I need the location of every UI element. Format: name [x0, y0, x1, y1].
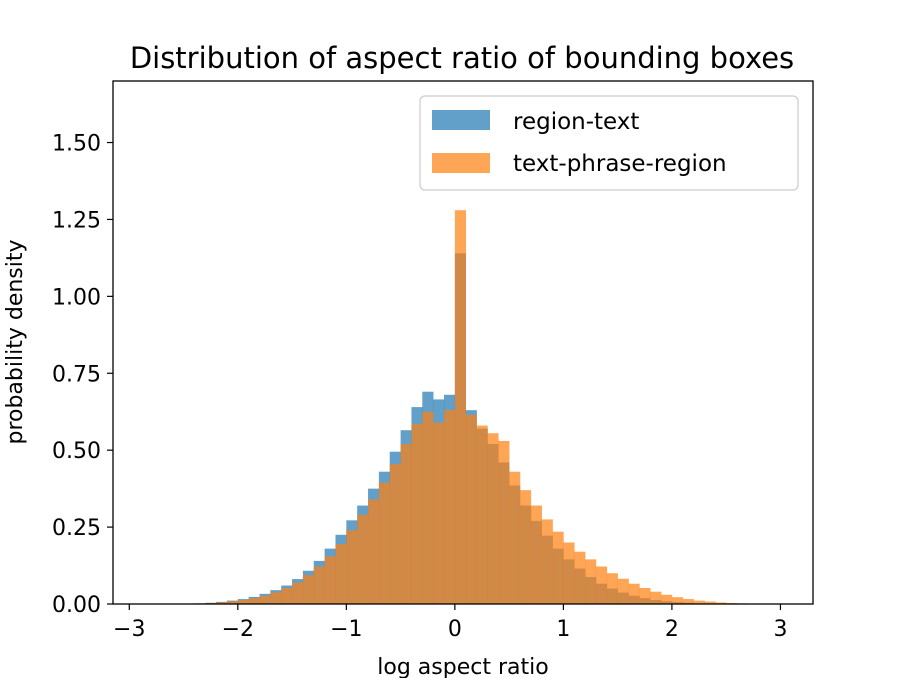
histogram-bar — [346, 530, 358, 604]
histogram-bar — [498, 440, 510, 604]
histogram-bar — [661, 594, 673, 604]
histogram-bar — [552, 531, 564, 604]
bars-layer — [183, 210, 770, 604]
x-axis-label: log aspect ratio — [377, 655, 548, 678]
histogram-bar — [715, 602, 727, 604]
histogram-bar — [335, 544, 347, 604]
histogram-bar — [530, 505, 542, 604]
legend: region-text text-phrase-region — [419, 95, 799, 191]
histogram-bar — [292, 582, 304, 604]
histogram-bar — [617, 578, 629, 604]
histogram-bar — [237, 600, 249, 604]
legend-swatch-text-phrase-region — [432, 153, 490, 173]
histogram-bar — [487, 433, 499, 604]
histogram-bar — [378, 482, 391, 604]
legend-label-text-phrase-region: text-phrase-region — [513, 151, 727, 177]
histogram-bar — [606, 573, 618, 604]
histogram-bar — [509, 471, 521, 604]
histogram-bar — [248, 598, 260, 604]
histogram-bar — [541, 519, 553, 604]
y-tick-label: 0.25 — [52, 516, 101, 541]
x-axis-ticks: −3 −2 −1 0 1 2 3 — [113, 604, 787, 642]
histogram-bar — [585, 559, 597, 604]
histogram-bar — [226, 601, 239, 604]
legend-box — [419, 95, 799, 191]
histogram-bar — [270, 592, 282, 604]
histogram-bar — [574, 551, 586, 604]
histogram-bar — [650, 591, 662, 604]
legend-swatch-region-text — [432, 110, 490, 130]
histogram-bar — [389, 464, 401, 604]
histogram-bar — [476, 425, 488, 604]
x-tick-label: −1 — [330, 617, 362, 642]
x-tick-label: 2 — [665, 617, 679, 642]
histogram-bar — [563, 542, 575, 604]
histogram-bar — [281, 588, 293, 604]
histogram-bar — [628, 583, 640, 604]
histogram-bar — [671, 597, 684, 604]
histogram-bar — [302, 575, 315, 604]
histogram-bar — [682, 599, 694, 604]
histogram-bar — [259, 595, 271, 604]
histogram-bar — [444, 410, 456, 604]
chart-title: Distribution of aspect ratio of bounding… — [130, 41, 794, 75]
histogram-bar — [454, 210, 467, 604]
x-tick-label: −3 — [113, 617, 145, 642]
histogram-bar — [433, 422, 445, 604]
histogram-bar — [693, 600, 705, 604]
y-axis-ticks: 0.00 0.25 0.50 0.75 1.00 1.25 1.50 — [52, 132, 113, 618]
histogram-bar — [324, 556, 336, 604]
y-tick-label: 0.75 — [52, 362, 101, 387]
y-tick-label: 1.25 — [52, 208, 101, 233]
histogram-bar — [465, 414, 477, 604]
x-tick-label: 0 — [448, 617, 462, 642]
legend-label-region-text: region-text — [513, 109, 639, 135]
x-tick-label: 3 — [773, 617, 787, 642]
histogram-bar — [595, 566, 608, 604]
histogram-bar — [411, 424, 423, 604]
histogram-bar — [422, 411, 434, 604]
series-text-phrase-region — [183, 210, 770, 604]
y-tick-label: 0.00 — [52, 593, 101, 618]
y-tick-label: 0.50 — [52, 439, 101, 464]
y-tick-label: 1.50 — [52, 132, 101, 157]
x-tick-label: −2 — [222, 617, 254, 642]
histogram-bar — [357, 514, 369, 604]
histogram-bar — [400, 444, 412, 604]
histogram-bar — [216, 602, 228, 604]
histogram-bar — [519, 490, 532, 604]
histogram-bar — [313, 566, 325, 604]
histogram-bar — [639, 588, 651, 604]
y-tick-label: 1.00 — [52, 285, 101, 310]
histogram-bar — [704, 601, 716, 604]
histogram-bar — [368, 499, 380, 604]
y-axis-label: probability density — [3, 239, 28, 444]
x-tick-label: 1 — [556, 617, 570, 642]
plot-frame — [112, 80, 814, 605]
